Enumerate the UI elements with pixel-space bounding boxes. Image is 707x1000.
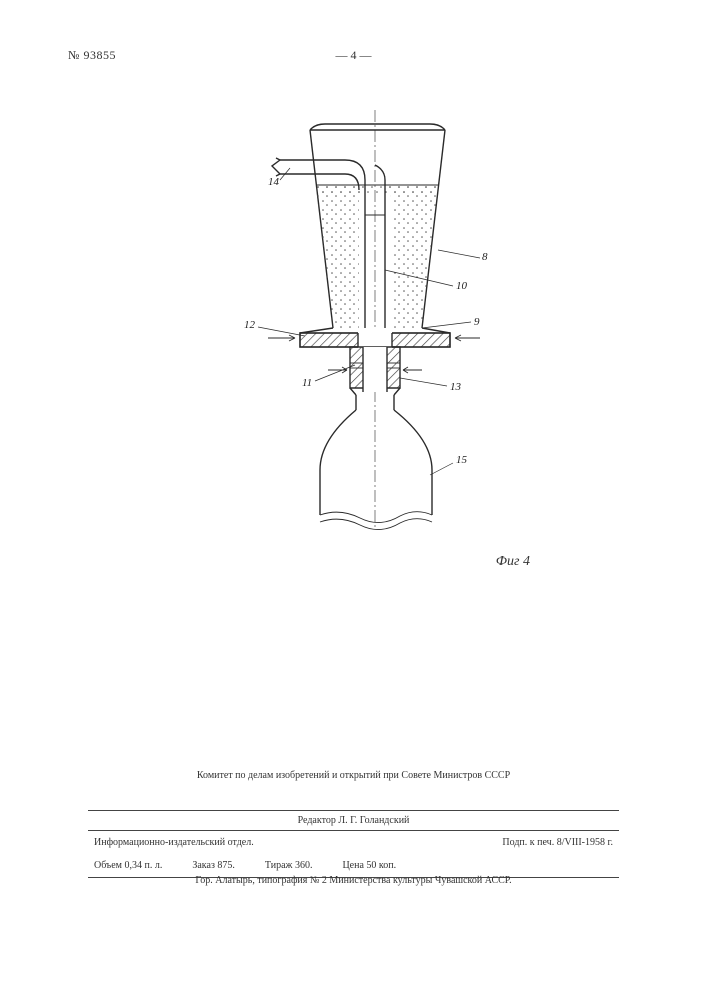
doc-number: № 93855 <box>68 48 116 63</box>
label-10: 10 <box>456 280 467 292</box>
info-order: Заказ 875. <box>192 858 235 873</box>
figure-svg <box>150 100 550 600</box>
label-9: 9 <box>474 316 480 328</box>
label-12: 12 <box>244 319 255 331</box>
label-15: 15 <box>456 454 467 466</box>
info-volume: Объем 0,34 п. л. <box>94 858 162 873</box>
figure-4: 8 9 10 11 12 13 14 15 Фиг 4 <box>150 100 550 600</box>
info-dept: Информационно-издательский отдел. <box>94 835 254 850</box>
editor-line: Редактор Л. Г. Голандский <box>88 811 619 831</box>
colophon: Редактор Л. Г. Голандский Информационно-… <box>88 810 619 878</box>
committee-line: Комитет по делам изобретений и открытий … <box>0 770 707 781</box>
figure-caption: Фиг 4 <box>496 554 530 570</box>
label-8: 8 <box>482 251 488 263</box>
label-13: 13 <box>450 381 461 393</box>
info-tirage: Тираж 360. <box>265 858 313 873</box>
info-price: Цена 50 коп. <box>342 858 396 873</box>
colophon-row-1: Информационно-издательский отдел. Подп. … <box>88 831 619 854</box>
info-date: Подп. к печ. 8/VIII-1958 г. <box>502 835 613 850</box>
printer-line: Гор. Алатырь, типография № 2 Министерств… <box>88 875 619 886</box>
label-14: 14 <box>268 176 279 188</box>
label-11: 11 <box>302 377 312 389</box>
page-number: — 4 — <box>336 48 372 63</box>
colophon-row-2: Объем 0,34 п. л. Заказ 875. Тираж 360. Ц… <box>88 854 619 877</box>
